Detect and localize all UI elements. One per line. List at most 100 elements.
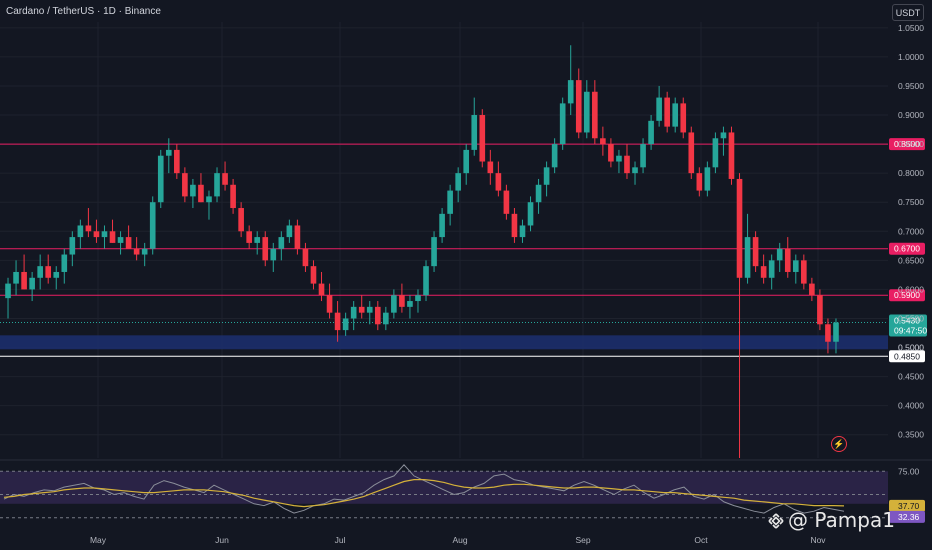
candle-body[interactable] [543,167,550,185]
candle-body[interactable] [383,312,389,325]
candle-body[interactable] [29,277,35,290]
price-axis[interactable]: 1.0500 1.0000 0.9500 0.9000 0.8500 0.8000 0.75… [898,23,924,440]
candle-body[interactable] [559,103,566,145]
candle-body[interactable] [776,248,783,261]
candle-body[interactable] [149,202,156,249]
candles[interactable] [5,45,839,458]
candle-body[interactable] [792,260,799,272]
candle-body[interactable] [600,138,606,145]
candle-body[interactable] [801,260,807,284]
candle-body[interactable] [254,237,261,243]
candle-body[interactable] [374,306,381,325]
candle-body[interactable] [141,248,148,255]
candle-body[interactable] [278,237,285,249]
candle-body[interactable] [190,184,196,197]
candle-body[interactable] [53,271,60,278]
candle-body[interactable] [768,260,775,278]
candle-body[interactable] [318,283,325,296]
candle-body[interactable] [222,173,228,185]
candle-body[interactable] [117,237,124,243]
candle-body[interactable] [817,295,823,325]
candle-body[interactable] [37,266,43,278]
candle-body[interactable] [174,149,180,174]
candle-body[interactable] [342,318,349,331]
candle-body[interactable] [85,225,92,232]
candle-body[interactable] [567,80,574,104]
symbol-title[interactable]: Cardano / TetherUS · 1D · Binance [6,6,161,17]
candle-body[interactable] [511,213,518,238]
candle-body[interactable] [350,306,357,319]
currency-button[interactable]: USDT [892,4,924,21]
candle-body[interactable] [672,103,679,127]
candle-body[interactable] [415,295,421,302]
candle-body[interactable] [366,306,373,313]
candle-body[interactable] [608,144,614,162]
candle-body[interactable] [447,190,453,214]
candle-body[interactable] [286,225,293,238]
candle-body[interactable] [310,266,317,284]
candle-body[interactable] [294,225,301,249]
candle-body[interactable] [133,248,140,255]
rsi-line[interactable] [3,464,845,514]
candle-body[interactable] [760,266,767,278]
candle-body[interactable] [680,103,687,133]
candle-body[interactable] [624,155,630,174]
candle-body[interactable] [752,237,759,267]
candle-body[interactable] [125,237,132,249]
candle-body[interactable] [270,248,277,261]
candle-body[interactable] [157,155,164,203]
candle-body[interactable] [101,231,108,238]
candle-body[interactable] [583,91,590,133]
candle-body[interactable] [423,266,429,296]
candle-body[interactable] [358,306,365,313]
candle-body[interactable] [109,231,116,243]
candle-body[interactable] [640,144,646,168]
candle-body[interactable] [21,271,27,290]
candle-body[interactable] [503,190,510,214]
candle-body[interactable] [198,184,204,203]
candle-body[interactable] [391,295,397,313]
candle-body[interactable] [5,283,11,299]
candle-body[interactable] [230,184,236,209]
candle-body[interactable] [262,237,269,261]
rsi-ma-line[interactable] [3,479,845,508]
candle-body[interactable] [77,225,84,238]
candle-body[interactable] [61,254,68,272]
candle-body[interactable] [479,115,486,162]
candle-body[interactable] [13,271,19,284]
candle-body[interactable] [825,324,831,342]
time-axis[interactable]: May Jun Jul Aug Sep Oct Nov [90,535,826,545]
candle-body[interactable] [182,173,188,197]
candle-body[interactable] [93,231,100,238]
candle-body[interactable] [455,173,461,191]
candle-body[interactable] [407,301,413,307]
candle-body[interactable] [302,248,309,267]
candle-body[interactable] [656,97,662,121]
candle-body[interactable] [45,266,52,278]
support-zone[interactable] [0,335,888,350]
candle-body[interactable] [744,237,751,278]
candle-body[interactable] [206,196,212,203]
candle-body[interactable] [648,120,654,145]
candle-body[interactable] [575,80,582,133]
candle-body[interactable] [334,312,341,331]
candle-body[interactable] [720,132,727,139]
candle-body[interactable] [535,184,542,203]
candle-body[interactable] [688,132,695,174]
candle-body[interactable] [527,202,534,226]
candle-body[interactable] [728,132,735,179]
candle-body[interactable] [487,161,494,174]
candle-body[interactable] [214,173,220,197]
candle-body[interactable] [664,97,670,127]
candle-body[interactable] [519,225,526,238]
candle-body[interactable] [784,248,791,272]
candle-body[interactable] [632,167,638,174]
candle-body[interactable] [833,322,839,342]
candle-body[interactable] [471,115,478,150]
candle-body[interactable] [592,91,598,139]
candle-body[interactable] [696,173,703,191]
candle-body[interactable] [704,167,711,191]
candle-body[interactable] [551,144,558,168]
candle-body[interactable] [712,138,719,168]
